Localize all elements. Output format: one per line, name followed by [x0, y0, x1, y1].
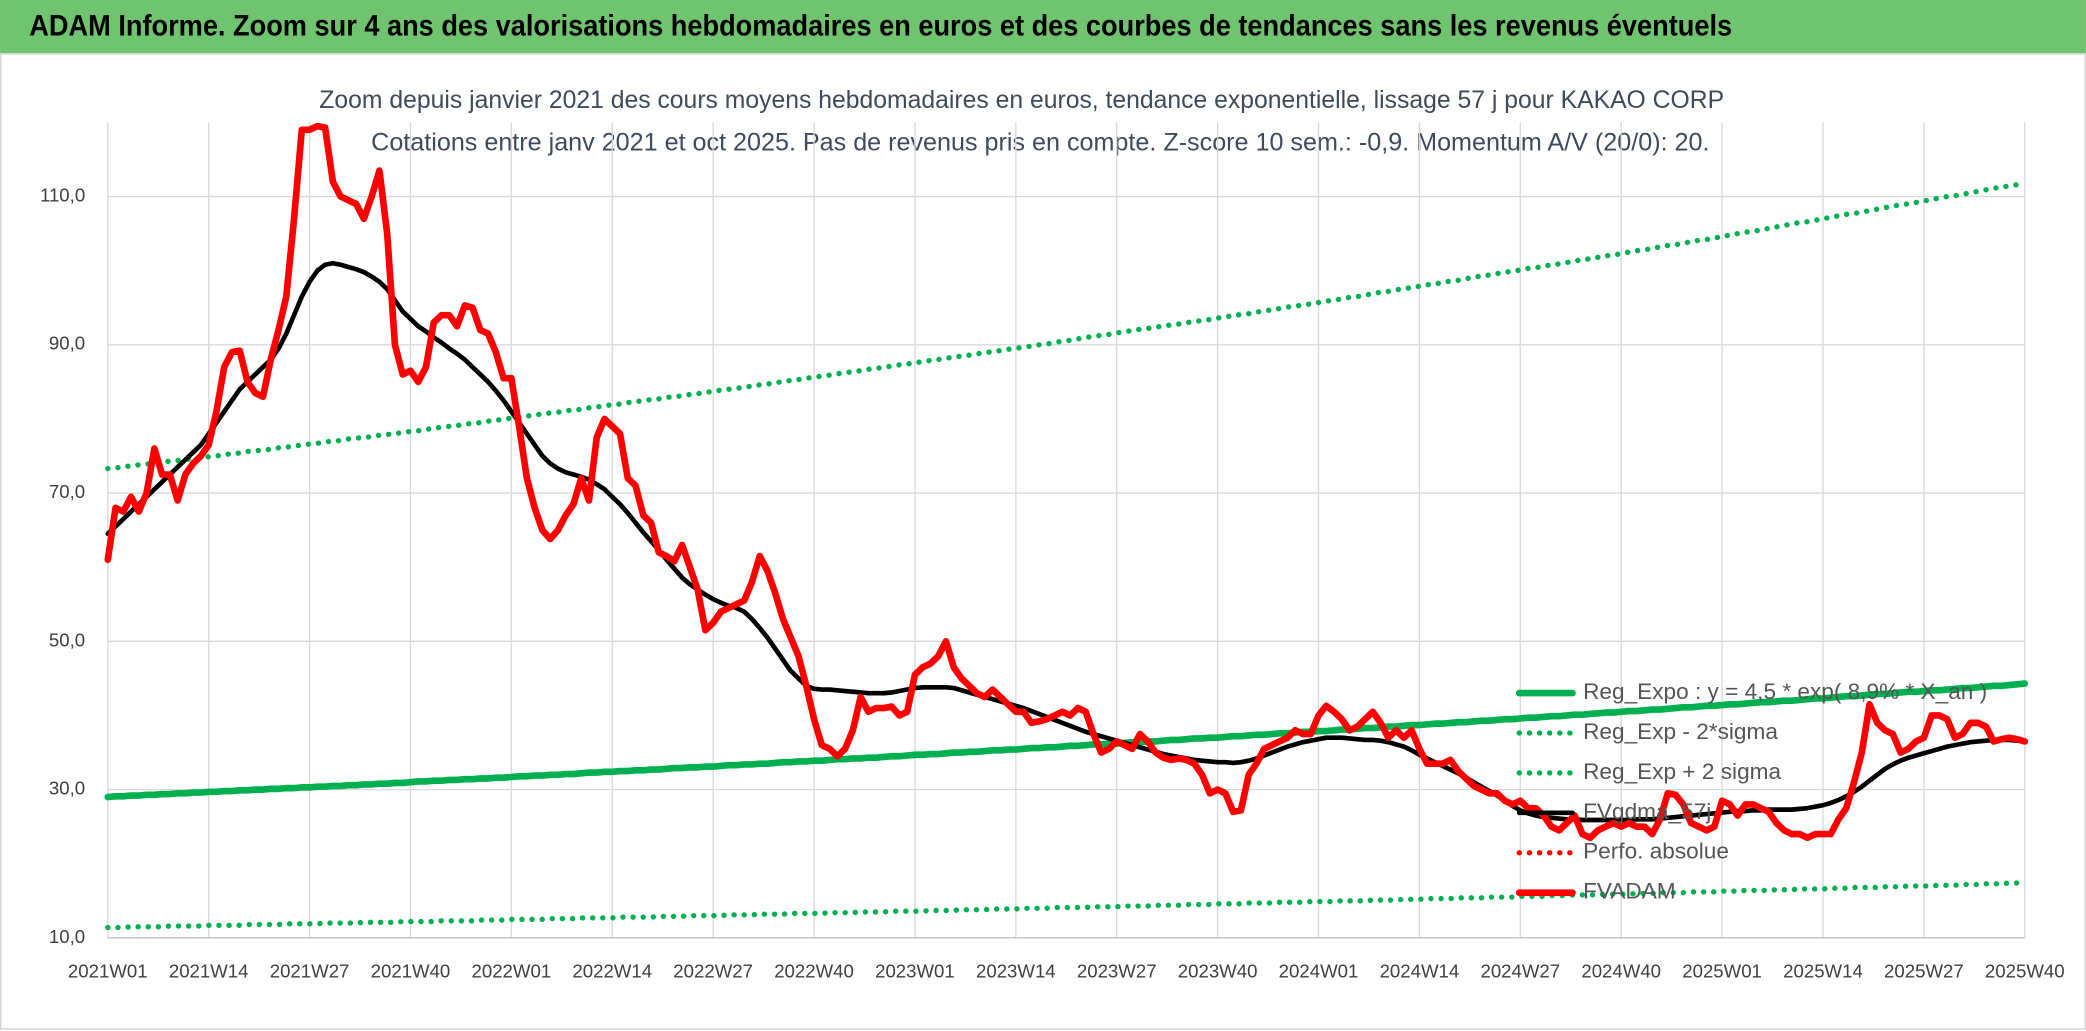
axes: 10,0 30,0 50,0 70,0 90,0 110,0 2021W01 2021W14 2… [40, 184, 2065, 981]
x-tick-label: 2025W14 [1783, 960, 1863, 981]
y-tick-label: 70,0 [49, 481, 85, 502]
series-line [105, 180, 2028, 472]
x-tick-label: 2025W40 [1985, 960, 2065, 981]
x-tick-label: 2021W27 [270, 960, 350, 981]
x-tick-label: 2024W27 [1480, 960, 1560, 981]
y-tick-label: 10,0 [49, 926, 85, 947]
legend: Reg_Expo : y = 4,5 * exp( 8,9% * X_an ) R… [1515, 679, 1987, 904]
x-tick-label: 2025W01 [1682, 960, 1762, 981]
series-line [105, 260, 2028, 823]
x-tick-label: 2025W27 [1884, 960, 1964, 981]
frame [0, 53, 2086, 1030]
legend-label: Perfo. absolue [1583, 839, 1729, 864]
chart-subtitle: Cotations entre janv 2021 et oct 2025. P… [371, 128, 1709, 156]
x-tick-label: 2022W01 [472, 960, 552, 981]
header-title: ADAM Informe. Zoom sur 4 ans des valoris… [29, 11, 1732, 43]
y-tick-label: 30,0 [49, 778, 85, 799]
x-tick-label: 2021W40 [371, 960, 451, 981]
y-tick-label: 50,0 [49, 629, 85, 650]
series-line [105, 880, 2028, 931]
x-tick-label: 2024W40 [1581, 960, 1661, 981]
x-tick-label: 2023W40 [1178, 960, 1258, 981]
series-line [104, 680, 2029, 801]
x-tick-label: 2024W14 [1380, 960, 1460, 981]
x-tick-label: 2021W14 [169, 960, 249, 981]
x-tick-label: 2023W14 [976, 960, 1056, 981]
x-tick-label: 2024W01 [1279, 960, 1359, 981]
legend-label: FVADAM [1583, 879, 1676, 904]
y-tick-label: 90,0 [49, 333, 85, 354]
series-line [104, 122, 2029, 842]
legend-label: Reg_Exp + 2 sigma [1583, 759, 1781, 784]
plot [104, 122, 2029, 931]
grid [107, 122, 2026, 939]
legend-label: FVgdma_57j [1583, 799, 1711, 824]
x-tick-label: 2022W40 [774, 960, 854, 981]
x-tick-label: 2022W14 [572, 960, 652, 981]
x-tick-label: 2023W27 [1077, 960, 1157, 981]
y-tick-label: 110,0 [40, 184, 85, 205]
x-tick-label: 2022W27 [673, 960, 753, 981]
header-band [0, 0, 2086, 54]
x-tick-label: 2023W01 [875, 960, 955, 981]
chart-title: Zoom depuis janvier 2021 des cours moyen… [319, 86, 1724, 114]
legend-label: Reg_Exp - 2*sigma [1583, 719, 1778, 744]
x-tick-label: 2021W01 [68, 960, 148, 981]
legend-label: Reg_Expo : y = 4,5 * exp( 8,9% * X_an ) [1583, 679, 1987, 704]
